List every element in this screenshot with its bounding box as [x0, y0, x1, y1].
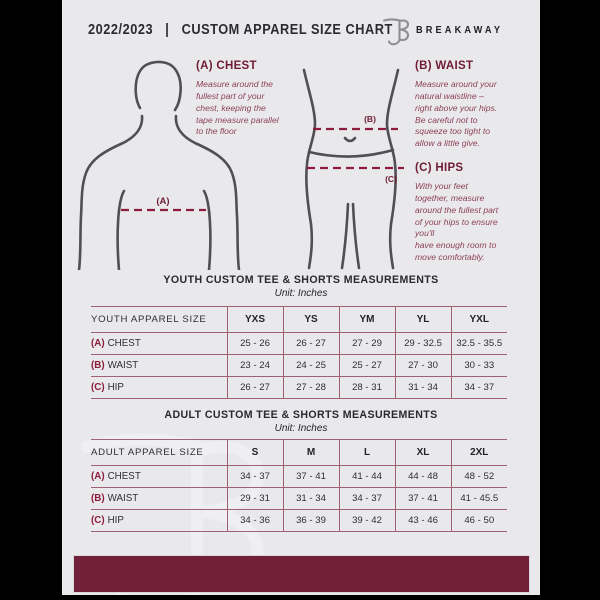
youth-chest-row: (A) CHEST 25 - 26 26 - 27 27 - 29 29 - 32…	[91, 332, 507, 355]
row-label: (C) HIP	[91, 376, 227, 399]
youth-size-label: YOUTH APPAREL SIZE	[91, 306, 227, 333]
chest-marker-label: (A)	[156, 196, 169, 207]
size-cell: 31 - 34	[394, 376, 451, 399]
adult-waist-row: (B) WAIST 29 - 31 31 - 34 34 - 37 37 - 41…	[91, 487, 507, 510]
waist-instructions: Measure around your natural waistline – …	[415, 79, 498, 149]
size-cell: 46 - 50	[450, 509, 507, 532]
size-cell: 36 - 39	[282, 509, 339, 532]
size-col-2xl: 2XL	[450, 439, 507, 466]
row-label: (B) WAIST	[91, 354, 227, 377]
adult-size-table: ADULT APPAREL SIZE S M L XL 2XL (A) CHEST…	[91, 439, 507, 532]
size-col-ys: YS	[282, 306, 339, 333]
row-name: CHEST	[107, 471, 141, 482]
size-col-m: M	[282, 439, 339, 466]
size-cell: 41 - 45.5	[450, 487, 507, 510]
size-col-s: S	[226, 439, 283, 466]
size-cell: 34 - 36	[226, 509, 283, 532]
head-outline	[134, 60, 182, 112]
size-cell: 25 - 27	[338, 354, 395, 377]
row-key: (C)	[91, 515, 105, 526]
size-cell: 23 - 24	[226, 354, 283, 377]
hips-guide: (C) HIPS With your feet together, measur…	[415, 162, 540, 264]
youth-table-title: YOUTH CUSTOM TEE & SHORTS MEASUREMENTS	[163, 274, 439, 286]
footer-bar	[73, 555, 530, 593]
hips-instructions: With your feet together, measure around …	[415, 181, 499, 263]
size-cell: 27 - 30	[394, 354, 451, 377]
navel-curve	[343, 136, 357, 143]
size-cell: 37 - 41	[282, 465, 339, 488]
row-name: HIP	[107, 515, 124, 526]
size-cell: 34 - 37	[450, 376, 507, 399]
adult-table-title: ADULT CUSTOM TEE & SHORTS MEASUREMENTS	[164, 409, 438, 421]
size-cell: 27 - 28	[282, 376, 339, 399]
page-title: 2022/2023 | CUSTOM APPAREL SIZE CHART	[88, 22, 393, 38]
size-cell: 24 - 25	[282, 354, 339, 377]
size-cell: 39 - 42	[338, 509, 395, 532]
adult-header-row: ADULT APPAREL SIZE S M L XL 2XL	[91, 439, 507, 466]
waist-marker-label: (B)	[364, 114, 376, 124]
chest-heading: (A) CHEST	[196, 60, 257, 72]
breakaway-logo-icon	[383, 18, 410, 46]
waist-guide: (B) WAIST Measure around your natural wa…	[415, 60, 537, 150]
row-label: (B) WAIST	[91, 487, 227, 510]
size-col-yxl: YXL	[450, 306, 507, 333]
brand-name: BREAKAWAY	[416, 25, 504, 36]
row-label: (A) CHEST	[91, 332, 227, 355]
size-cell: 37 - 41	[394, 487, 451, 510]
row-key: (B)	[91, 493, 105, 504]
adult-hip-row: (C) HIP 34 - 36 36 - 39 39 - 42 43 - 46 4…	[91, 509, 507, 532]
adult-unit-label: Unit: Inches	[274, 423, 328, 434]
size-cell: 31 - 34	[282, 487, 339, 510]
size-col-yxs: YXS	[226, 306, 283, 333]
lower-body-figure: (B) (C)	[302, 68, 404, 270]
size-col-ym: YM	[338, 306, 395, 333]
size-cell: 25 - 26	[226, 332, 283, 355]
pant-line	[307, 148, 395, 158]
size-cell: 26 - 27	[282, 332, 339, 355]
row-key: (B)	[91, 360, 105, 371]
hips-marker-label: (C)	[385, 174, 397, 184]
size-chart-document: 2022/2023 | CUSTOM APPAREL SIZE CHART BR…	[62, 0, 540, 595]
adult-chest-row: (A) CHEST 34 - 37 37 - 41 41 - 44 44 - 48…	[91, 465, 507, 488]
size-cell: 27 - 29	[338, 332, 395, 355]
row-label: (A) CHEST	[91, 465, 227, 488]
size-cell: 26 - 27	[226, 376, 283, 399]
chest-instructions: Measure around the fullest part of your …	[196, 79, 279, 137]
size-cell: 29 - 31	[226, 487, 283, 510]
row-key: (A)	[91, 471, 105, 482]
size-col-l: L	[338, 439, 395, 466]
hips-heading: (C) HIPS	[415, 162, 464, 174]
torso-figure: (A)	[77, 60, 241, 270]
youth-waist-row: (B) WAIST 23 - 24 24 - 25 25 - 27 27 - 30…	[91, 354, 507, 377]
youth-header-row: YOUTH APPAREL SIZE YXS YS YM YL YXL	[91, 306, 507, 333]
youth-hip-row: (C) HIP 26 - 27 27 - 28 28 - 31 31 - 34 3…	[91, 376, 507, 399]
row-name: HIP	[107, 382, 124, 393]
size-cell: 48 - 52	[450, 465, 507, 488]
size-cell: 32.5 - 35.5	[450, 332, 507, 355]
youth-unit-label: Unit: Inches	[274, 288, 328, 299]
size-col-yl: YL	[394, 306, 451, 333]
youth-size-table: YOUTH APPAREL SIZE YXS YS YM YL YXL (A) C…	[91, 306, 507, 399]
chest-guide: (A) CHEST Measure around the fullest par…	[196, 60, 308, 138]
row-name: WAIST	[107, 360, 139, 371]
size-cell: 41 - 44	[338, 465, 395, 488]
size-cell: 43 - 46	[394, 509, 451, 532]
waist-heading: (B) WAIST	[415, 60, 474, 72]
row-label: (C) HIP	[91, 509, 227, 532]
row-name: WAIST	[107, 493, 139, 504]
size-cell: 29 - 32.5	[394, 332, 451, 355]
size-cell: 44 - 48	[394, 465, 451, 488]
size-cell: 34 - 37	[338, 487, 395, 510]
size-col-xl: XL	[394, 439, 451, 466]
row-name: CHEST	[107, 338, 141, 349]
adult-size-label: ADULT APPAREL SIZE	[91, 439, 227, 466]
row-key: (A)	[91, 338, 105, 349]
size-cell: 30 - 33	[450, 354, 507, 377]
row-key: (C)	[91, 382, 105, 393]
size-cell: 34 - 37	[226, 465, 283, 488]
size-cell: 28 - 31	[338, 376, 395, 399]
